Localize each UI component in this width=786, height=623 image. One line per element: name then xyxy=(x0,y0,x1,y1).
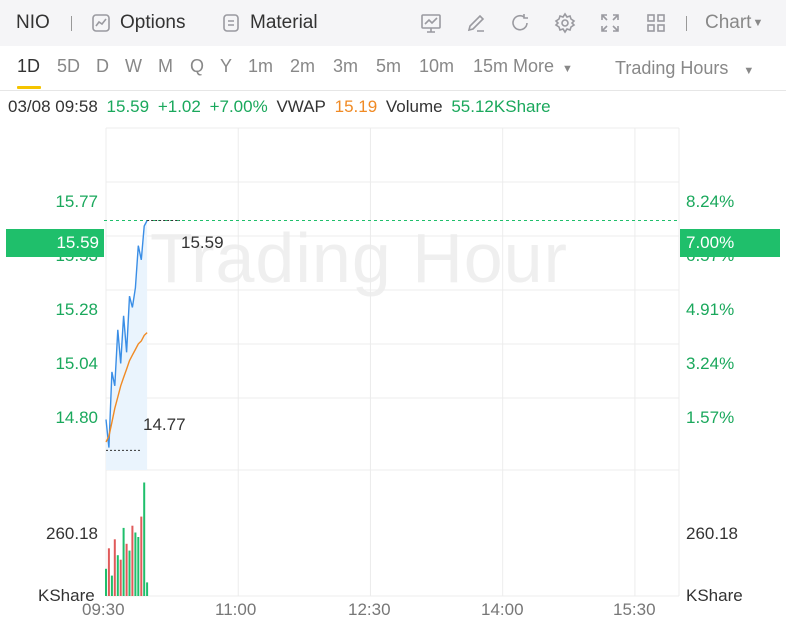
more-periods-dropdown[interactable]: More ▼ xyxy=(513,56,573,77)
volume-value: 55.12KShare xyxy=(451,97,551,116)
active-tab-indicator xyxy=(17,86,41,89)
toolbar-divider xyxy=(71,16,72,31)
tab-period-5d[interactable]: 5D xyxy=(57,56,81,76)
volume-bar xyxy=(116,555,119,596)
price-area-fill xyxy=(106,220,148,470)
volume-bar xyxy=(119,559,122,596)
quote-datetime: 03/08 09:58 xyxy=(8,97,98,116)
tab-period-w[interactable]: W xyxy=(125,56,142,76)
document-icon xyxy=(220,12,242,34)
volume-bar xyxy=(131,525,134,596)
x-tick-label: 12:30 xyxy=(348,600,391,619)
chart-toolbar: NIO Options Material Chart ▼ xyxy=(0,0,786,46)
gear-icon[interactable] xyxy=(554,12,576,34)
x-tick-label: 11:00 xyxy=(215,600,257,619)
options-chart-icon xyxy=(90,12,112,34)
y-tick-label: 15.77 xyxy=(55,192,98,211)
pct-tick-label: 1.57% xyxy=(686,408,735,427)
chart-type-label: Chart xyxy=(705,12,752,33)
quote-change: +1.02 xyxy=(157,97,201,116)
refresh-icon[interactable] xyxy=(509,12,531,34)
high-price-label: 15.59 xyxy=(181,233,224,252)
tab-period-m[interactable]: M xyxy=(158,56,173,76)
vwap-value: 15.19 xyxy=(334,97,378,116)
tab-period-5m[interactable]: 5m xyxy=(376,56,402,76)
price-markers xyxy=(106,220,180,451)
tab-period-q[interactable]: Q xyxy=(190,56,205,76)
vwap-line xyxy=(105,332,148,443)
volume-bar xyxy=(110,575,113,596)
volume-tick-left: 260.18 xyxy=(46,524,98,543)
indicator-icon[interactable] xyxy=(420,12,442,34)
fullscreen-icon[interactable] xyxy=(599,12,621,34)
current-price-badge: 15.59 xyxy=(6,229,104,257)
volume-bar xyxy=(125,543,128,596)
volume-unit-right: KShare xyxy=(686,586,743,605)
pct-tick-label: 8.24% xyxy=(686,192,735,211)
volume-bar xyxy=(128,550,131,596)
tab-period-d[interactable]: D xyxy=(96,56,109,76)
volume-bar xyxy=(105,568,107,596)
pct-tick-label: 4.91% xyxy=(686,300,735,319)
volume-bar xyxy=(134,532,137,596)
volume-label: Volume xyxy=(385,97,443,116)
options-button[interactable]: Options xyxy=(90,0,185,46)
volume-bar xyxy=(137,537,140,596)
chart-grid xyxy=(104,127,680,597)
price-line xyxy=(105,220,148,448)
quote-price: 15.59 xyxy=(106,97,150,116)
volume-tick-right: 260.18 xyxy=(686,524,738,543)
quote-change-percent: +7.00% xyxy=(209,97,268,116)
volume-unit-left: KShare xyxy=(38,586,95,605)
trading-hours-dropdown[interactable]: Trading Hours ▼ xyxy=(615,58,754,79)
volume-bar xyxy=(122,527,125,596)
toolbar-divider xyxy=(686,16,687,31)
layout-grid-icon[interactable] xyxy=(645,12,667,34)
tab-period-10m[interactable]: 10m xyxy=(419,56,455,76)
chart-type-dropdown[interactable]: Chart ▼ xyxy=(705,0,763,46)
y-tick-label: 14.80 xyxy=(55,408,98,427)
vwap-label: VWAP xyxy=(276,97,326,116)
trading-hour-watermark: Trading Hour xyxy=(150,219,568,297)
x-tick-label: 15:30 xyxy=(613,600,656,619)
x-tick-label: 14:00 xyxy=(481,600,524,619)
pct-tick-label: 3.24% xyxy=(686,354,735,373)
material-label: Material xyxy=(250,12,318,33)
price-lines xyxy=(105,220,148,448)
volume-bars xyxy=(105,482,149,596)
tab-period-1d[interactable]: 1D xyxy=(17,56,41,76)
volume-bar xyxy=(107,548,110,596)
current-pct-badge: 7.00% xyxy=(680,229,780,257)
caret-down-icon: ▼ xyxy=(743,65,755,77)
more-label: More xyxy=(513,56,555,76)
y-tick-label: 15.04 xyxy=(55,354,98,373)
volume-bar xyxy=(113,539,116,596)
symbol-label[interactable]: NIO xyxy=(16,12,50,33)
tab-period-y[interactable]: Y xyxy=(220,56,233,76)
tab-period-2m[interactable]: 2m xyxy=(290,56,316,76)
tab-period-3m[interactable]: 3m xyxy=(333,56,359,76)
quote-info-line: 03/08 09:58 15.59 +1.02 +7.00% VWAP 15.1… xyxy=(8,97,555,117)
tab-period-1m[interactable]: 1m xyxy=(248,56,274,76)
trading-hours-label: Trading Hours xyxy=(615,58,729,78)
volume-bar xyxy=(140,516,143,596)
caret-down-icon: ▼ xyxy=(562,63,573,75)
options-label: Options xyxy=(120,12,186,33)
y-tick-label: 15.28 xyxy=(55,300,98,319)
draw-pencil-icon[interactable] xyxy=(465,12,487,34)
caret-down-icon: ▼ xyxy=(752,17,764,29)
price-area xyxy=(106,220,148,470)
period-tabs: 1D 5D D W M Q Y 1m 2m 3m 5m 10m 15m More… xyxy=(0,46,786,91)
low-price-label: 14.77 xyxy=(143,415,186,434)
volume-bar xyxy=(146,582,149,596)
volume-bar xyxy=(143,482,146,596)
x-tick-label: 09:30 xyxy=(82,600,125,619)
material-button[interactable]: Material xyxy=(220,0,318,46)
tab-period-15m[interactable]: 15m xyxy=(473,56,509,76)
